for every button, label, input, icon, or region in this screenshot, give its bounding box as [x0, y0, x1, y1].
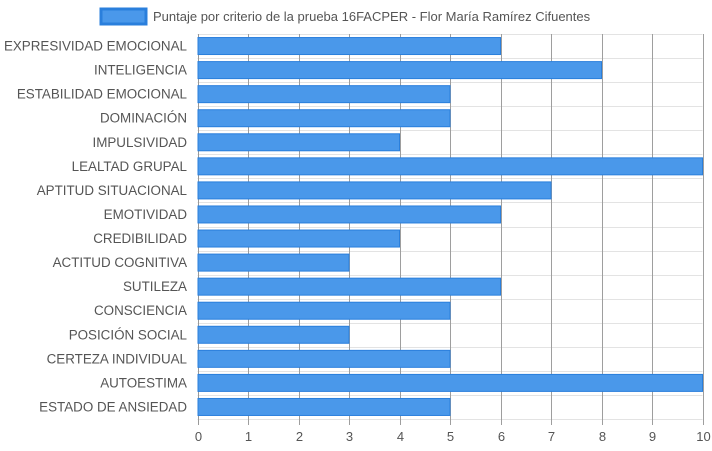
category-labels: EXPRESIVIDAD EMOCIONAL INTELIGENCIA ESTABI… [4, 39, 187, 415]
legend[interactable]: Puntaje por criterio de la prueba 16FACP… [99, 7, 591, 26]
x-tick-label: 10 [696, 429, 710, 444]
category-label: IMPULSIVIDAD [93, 135, 188, 150]
category-label: CONSCIENCIA [94, 303, 187, 318]
bar[interactable] [197, 157, 703, 176]
x-axis-ticks: 0 1 2 3 4 5 6 7 8 9 10 [195, 429, 711, 444]
category-label: ACTITUD COGNITIVA [53, 255, 187, 270]
bar[interactable] [197, 397, 451, 416]
category-label: CREDIBILIDAD [93, 231, 187, 246]
category-label: AUTOESTIMA [100, 375, 187, 390]
category-label: EXPRESIVIDAD EMOCIONAL [4, 39, 187, 54]
category-label: CERTEZA INDIVIDUAL [47, 351, 187, 366]
bar[interactable] [197, 229, 400, 248]
category-label: APTITUD SITUACIONAL [37, 183, 187, 198]
bar[interactable] [197, 205, 501, 224]
x-tick-label: 2 [296, 429, 303, 444]
legend-label[interactable]: Puntaje por criterio de la prueba 16FACP… [153, 9, 591, 24]
bar[interactable] [197, 37, 501, 56]
x-tick-label: 4 [397, 429, 404, 444]
bar[interactable] [197, 85, 451, 104]
x-tick-label: 9 [649, 429, 656, 444]
bar[interactable] [197, 301, 451, 320]
x-tick-label: 8 [599, 429, 606, 444]
bar[interactable] [197, 181, 552, 200]
bar[interactable] [197, 109, 451, 128]
category-label: POSICIÓN SOCIAL [69, 327, 187, 342]
category-label: SUTILEZA [123, 279, 187, 294]
x-tick-label: 1 [245, 429, 252, 444]
bars [197, 37, 703, 416]
category-label: ESTADO DE ANSIEDAD [39, 399, 187, 414]
x-tick-label: 6 [498, 429, 505, 444]
bar[interactable] [197, 325, 350, 344]
category-label: LEALTAD GRUPAL [72, 159, 187, 174]
bar[interactable] [197, 277, 501, 296]
category-label: EMOTIVIDAD [104, 207, 188, 222]
category-label: INTELIGENCIA [94, 63, 187, 78]
category-label: DOMINACIÓN [100, 111, 187, 126]
legend-swatch[interactable] [99, 7, 148, 26]
category-label: ESTABILIDAD EMOCIONAL [17, 87, 187, 102]
bar[interactable] [197, 61, 602, 80]
bar[interactable] [197, 349, 451, 368]
bar[interactable] [197, 253, 350, 272]
x-tick-label: 0 [195, 429, 202, 444]
x-tick-label: 3 [346, 429, 353, 444]
bar[interactable] [197, 373, 703, 392]
bar[interactable] [197, 133, 400, 152]
x-tick-label: 5 [447, 429, 454, 444]
x-tick-label: 7 [548, 429, 555, 444]
